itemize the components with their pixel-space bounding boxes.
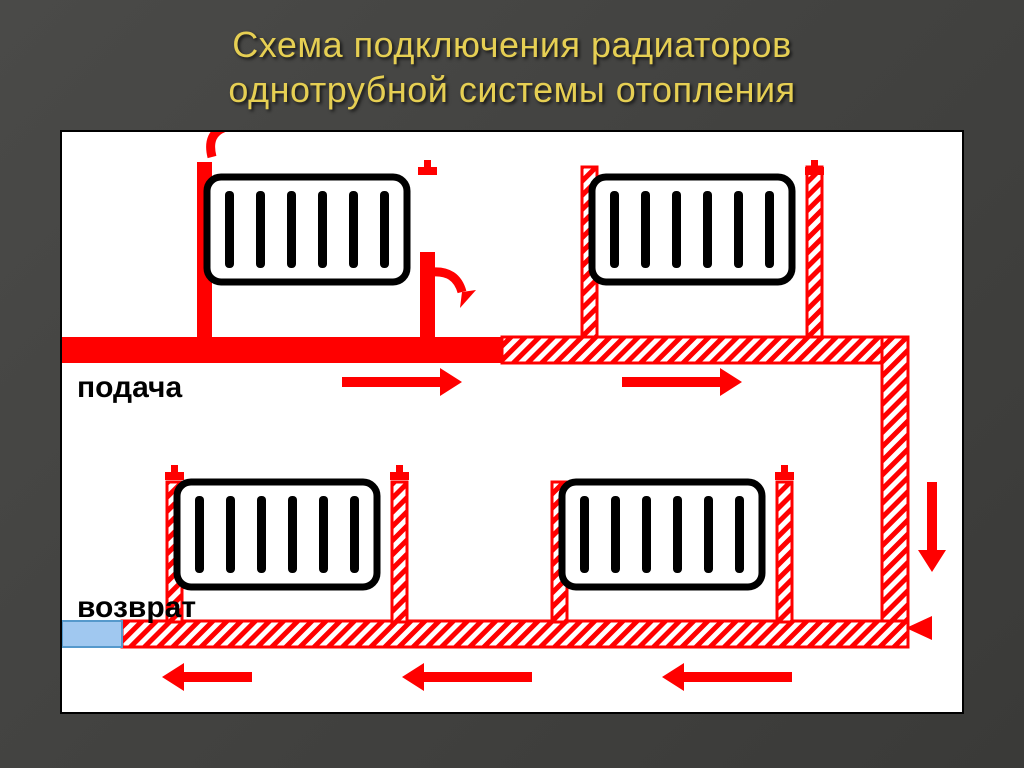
radiator-fin bbox=[641, 191, 650, 268]
radiator-fin bbox=[257, 496, 266, 573]
radiator-fin bbox=[611, 496, 620, 573]
diagram-container: подача возврат bbox=[60, 130, 964, 714]
flow-arrow bbox=[662, 663, 792, 691]
flow-arrow bbox=[906, 616, 932, 640]
valve-icon bbox=[811, 160, 818, 169]
supply-pipe bbox=[420, 252, 435, 337]
radiator-fin bbox=[380, 191, 389, 268]
title-line-1: Схема подключения радиаторов bbox=[232, 24, 791, 65]
mixed-pipe bbox=[392, 482, 407, 622]
flow-curve bbox=[211, 132, 226, 157]
supply-label: подача bbox=[77, 371, 182, 404]
valve-icon bbox=[396, 465, 403, 474]
radiator-fin bbox=[642, 496, 651, 573]
radiator-fin bbox=[256, 191, 265, 268]
mixed-pipe bbox=[882, 337, 908, 647]
flow-arrow bbox=[622, 368, 742, 396]
valve-icon bbox=[171, 465, 178, 474]
radiator-fin bbox=[226, 496, 235, 573]
radiator-fin bbox=[349, 191, 358, 268]
radiator bbox=[562, 482, 762, 587]
slide-title: Схема подключения радиаторов однотрубной… bbox=[0, 0, 1024, 112]
mixed-pipe bbox=[122, 621, 908, 647]
return-pipe bbox=[62, 621, 122, 647]
radiator-fin bbox=[704, 496, 713, 573]
valve-icon bbox=[781, 465, 788, 474]
radiator-fin bbox=[735, 496, 744, 573]
radiator bbox=[177, 482, 377, 587]
flow-curve bbox=[432, 272, 462, 292]
valve-icon bbox=[424, 160, 431, 169]
mixed-pipe bbox=[777, 482, 792, 622]
radiator-fin bbox=[318, 191, 327, 268]
radiator-fin bbox=[610, 191, 619, 268]
radiator bbox=[207, 177, 407, 282]
radiator-fin bbox=[765, 191, 774, 268]
mixed-pipe bbox=[807, 167, 822, 337]
radiator-fin bbox=[580, 496, 589, 573]
radiator-fin bbox=[195, 496, 204, 573]
slide: Схема подключения радиаторов однотрубной… bbox=[0, 0, 1024, 768]
return-label: возврат bbox=[77, 591, 196, 624]
supply-pipe bbox=[62, 337, 502, 363]
radiator-fin bbox=[288, 496, 297, 573]
flow-arrow bbox=[342, 368, 462, 396]
flow-arrow bbox=[460, 290, 476, 308]
radiator-fin bbox=[703, 191, 712, 268]
radiator-fin bbox=[672, 191, 681, 268]
radiator bbox=[592, 177, 792, 282]
radiator-fin bbox=[673, 496, 682, 573]
radiator-fin bbox=[734, 191, 743, 268]
radiator-fin bbox=[350, 496, 359, 573]
radiator-fin bbox=[319, 496, 328, 573]
radiator-fin bbox=[225, 191, 234, 268]
heating-diagram: подача возврат bbox=[62, 132, 962, 712]
flow-arrow bbox=[162, 663, 252, 691]
flow-arrow bbox=[918, 482, 946, 572]
mixed-pipe bbox=[502, 337, 897, 363]
radiator-fin bbox=[287, 191, 296, 268]
title-line-2: однотрубной системы отопления bbox=[228, 69, 795, 110]
flow-arrow bbox=[402, 663, 532, 691]
